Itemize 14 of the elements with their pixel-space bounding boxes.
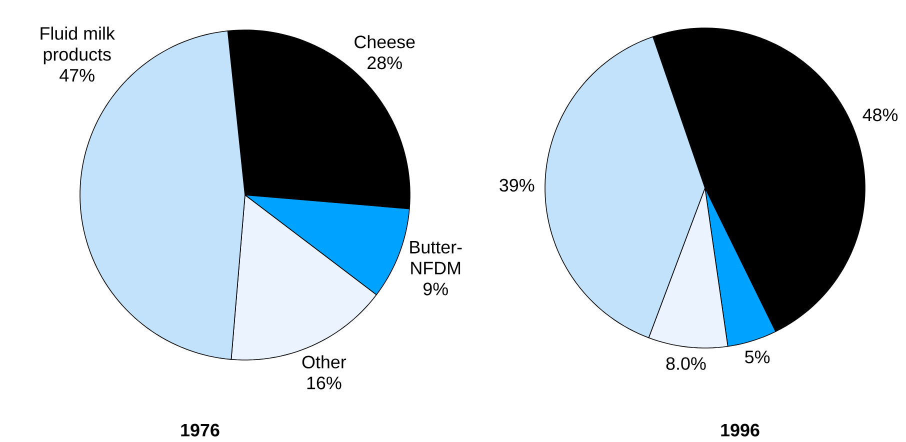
data-label: 9% [424,282,448,296]
data-label: 48% [862,108,898,122]
slice-label: Other [302,355,346,368]
data-label: 16% [307,376,342,390]
slice-label: Fluid milk products [40,26,115,64]
slice-label: Butter-NFDM [410,240,462,274]
slice-label: Cheese [354,35,415,48]
data-label: 8.0% [666,357,706,370]
data-label: 39% [500,178,534,192]
data-label: 5% [745,350,770,364]
text: 1996 [721,424,760,436]
data-label: 28% [368,56,402,70]
text: 1976 [181,424,220,436]
data-label: 47% [60,69,94,82]
